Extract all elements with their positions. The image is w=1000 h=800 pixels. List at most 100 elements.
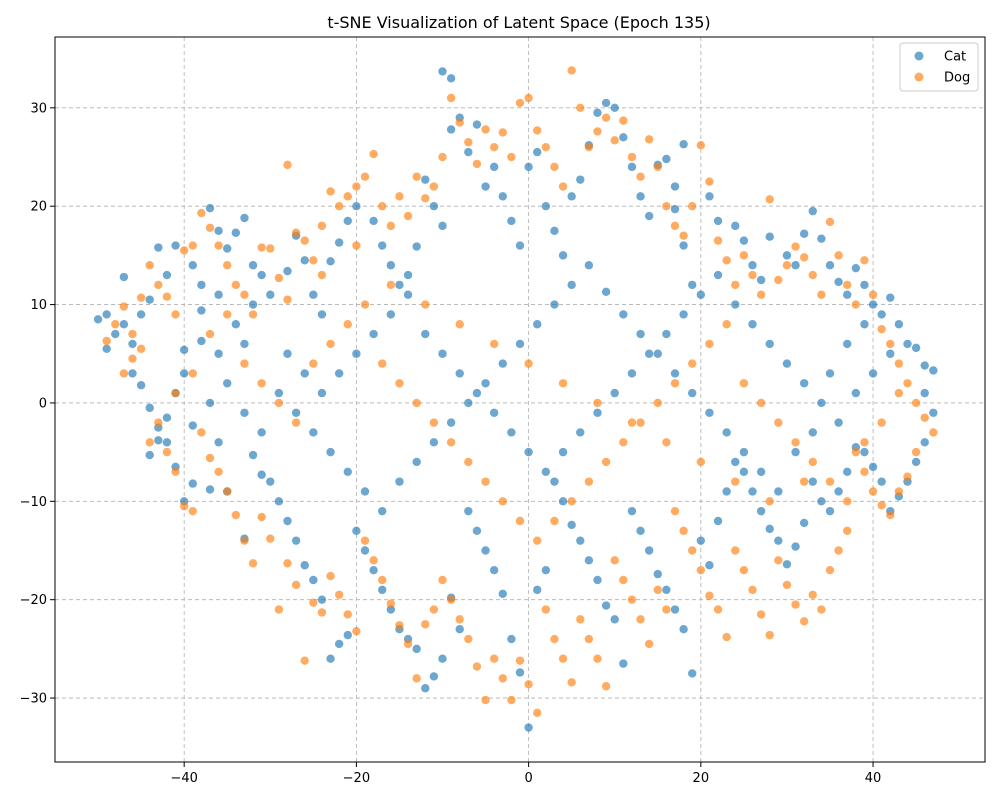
cat-point: [421, 684, 430, 693]
cat-point: [799, 518, 809, 528]
cat-point: [378, 585, 387, 595]
dog-point: [541, 142, 551, 152]
cat-point: [610, 615, 619, 624]
cat-point: [438, 221, 447, 231]
cat-point: [291, 408, 301, 417]
dog-point: [266, 534, 275, 543]
cat-point: [524, 447, 533, 457]
cat-point: [257, 270, 266, 280]
dog-point: [558, 379, 568, 388]
dog-point: [533, 536, 542, 545]
dog-point: [326, 187, 335, 196]
cat-point: [145, 403, 154, 413]
cat-point: [713, 216, 723, 226]
dog-point: [524, 359, 533, 368]
dog-point: [343, 610, 352, 619]
cat-point: [360, 546, 370, 555]
cat-point: [722, 428, 731, 437]
cat-point: [343, 467, 352, 477]
dog-point: [179, 246, 189, 255]
dog-point: [326, 339, 335, 349]
cat-point: [489, 565, 499, 575]
cat-point: [843, 339, 852, 349]
dog-point: [223, 310, 232, 319]
dog-point: [421, 194, 430, 203]
dog-point: [791, 600, 800, 609]
cat-point: [688, 280, 697, 290]
dog-point: [593, 398, 602, 408]
cat-point: [352, 201, 361, 211]
cat-point: [765, 232, 774, 241]
cat-point: [128, 369, 137, 378]
cat-point: [136, 381, 146, 390]
cat-point: [455, 624, 464, 634]
cat-point: [343, 216, 352, 226]
dog-point: [489, 142, 499, 152]
cat-point: [868, 369, 878, 378]
cat-point: [636, 192, 645, 201]
dog-point: [894, 359, 904, 368]
dog-point: [705, 591, 714, 600]
cat-point: [886, 349, 895, 358]
cat-point: [825, 369, 835, 378]
cat-point: [627, 506, 637, 516]
dog-point: [696, 457, 706, 467]
cat-point: [834, 277, 843, 287]
x-tick-label: 40: [865, 771, 882, 786]
cat-point: [713, 270, 723, 280]
cat-point: [154, 436, 163, 445]
dog-point: [248, 310, 258, 319]
dog-point: [679, 231, 688, 240]
dog-point: [619, 575, 628, 585]
cat-point: [197, 280, 206, 290]
cat-point: [472, 526, 482, 536]
cat-point: [670, 182, 680, 191]
dog-point: [334, 590, 344, 599]
cat-point: [472, 388, 482, 398]
cat-point: [868, 300, 878, 309]
cat-point: [119, 320, 129, 329]
dog-point: [128, 329, 137, 339]
dog-point: [429, 605, 439, 614]
cat-point: [619, 310, 628, 319]
dog-point: [455, 118, 464, 127]
cat-point: [412, 644, 421, 654]
dog-point: [162, 292, 172, 301]
cat-point: [576, 536, 585, 545]
dog-point: [257, 243, 266, 252]
cat-point: [670, 369, 680, 378]
cat-point: [653, 349, 662, 358]
dog-point: [498, 497, 507, 506]
cat-point: [696, 536, 706, 545]
dog-point: [515, 98, 525, 108]
dog-point: [653, 585, 662, 595]
dog-point: [171, 388, 180, 398]
cat-point: [378, 241, 387, 250]
cat-point: [756, 275, 766, 285]
dog-point: [739, 379, 749, 388]
cat-point: [576, 428, 585, 437]
dog-point: [731, 280, 740, 290]
dog-point: [877, 501, 886, 510]
dog-point: [765, 497, 774, 506]
cat-point: [713, 516, 723, 526]
cat-point: [748, 261, 757, 270]
dog-point: [145, 438, 154, 447]
cat-point: [584, 261, 594, 270]
dog-point: [446, 93, 456, 103]
dog-point: [808, 590, 817, 599]
dog-point: [662, 605, 671, 614]
dog-point: [799, 477, 809, 486]
dog-point: [713, 236, 723, 245]
cat-point: [679, 241, 688, 250]
dog-point: [636, 418, 645, 427]
cat-point: [799, 379, 809, 388]
cat-point: [240, 213, 249, 223]
dog-point: [498, 674, 507, 683]
dog-point: [274, 605, 284, 614]
cat-point: [352, 349, 361, 358]
dog-point: [360, 536, 370, 545]
dog-point: [550, 516, 559, 526]
dog-point: [326, 571, 335, 581]
